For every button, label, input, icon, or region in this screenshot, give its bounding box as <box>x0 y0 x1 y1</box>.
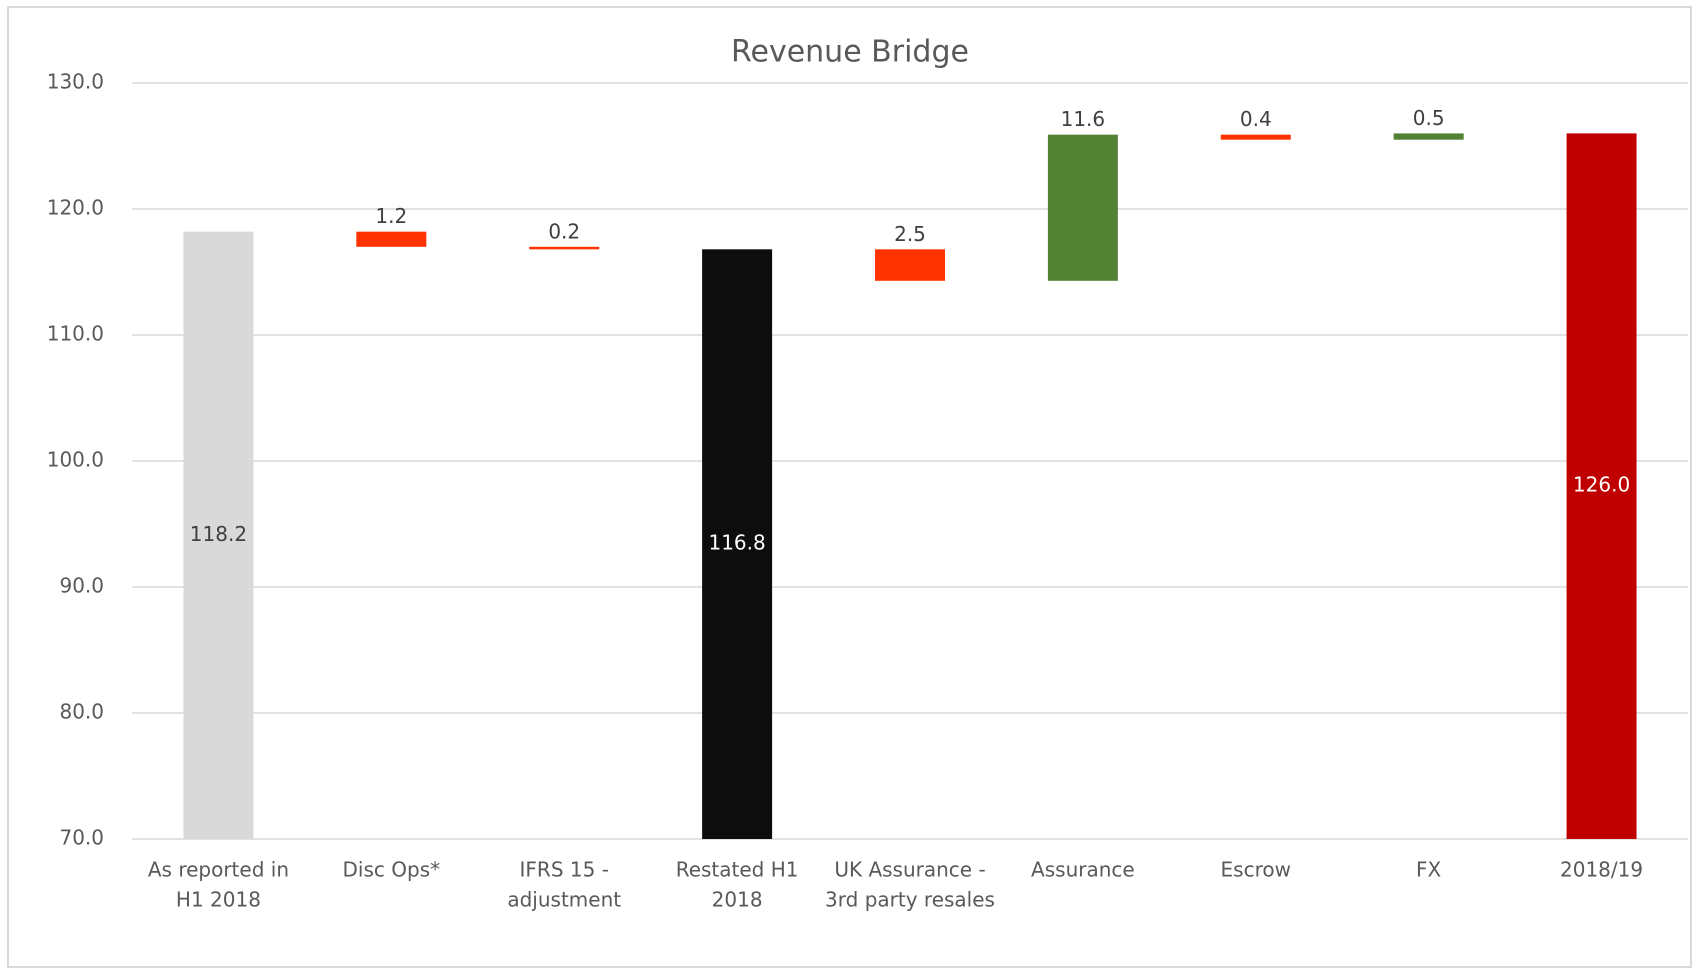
data-label: 126.0 <box>1573 473 1630 497</box>
bar <box>1393 133 1464 140</box>
x-tick-label: 2018 <box>712 888 763 912</box>
y-tick-label: 120.0 <box>47 196 104 220</box>
y-tick-label: 110.0 <box>47 322 104 346</box>
data-label: 2.5 <box>894 222 926 246</box>
y-tick-label: 100.0 <box>47 448 104 472</box>
chart-title: Revenue Bridge <box>731 35 969 70</box>
x-tick-label: adjustment <box>507 888 621 912</box>
x-tick-label: Escrow <box>1221 858 1291 882</box>
chart-border <box>7 6 1692 968</box>
bar <box>183 231 254 839</box>
x-tick-label: FX <box>1416 858 1442 882</box>
bar <box>356 231 427 247</box>
x-tick-label: Assurance <box>1031 858 1135 882</box>
x-tick-label: 3rd party resales <box>825 888 995 912</box>
x-tick-label: Disc Ops* <box>343 858 441 882</box>
bar <box>1220 134 1291 140</box>
x-tick-label: Restated H1 <box>676 858 799 882</box>
data-label: 11.6 <box>1061 107 1106 131</box>
y-tick-label: 70.0 <box>59 826 104 850</box>
bar <box>529 246 600 250</box>
data-label: 118.2 <box>190 522 247 546</box>
data-label: 0.5 <box>1413 106 1445 130</box>
data-label: 1.2 <box>375 204 407 228</box>
x-tick-label: UK Assurance - <box>834 858 985 882</box>
bar <box>1047 134 1118 281</box>
x-tick-label: IFRS 15 - <box>520 858 609 882</box>
bar <box>1566 133 1637 839</box>
y-tick-label: 130.0 <box>47 70 104 94</box>
y-tick-label: 80.0 <box>59 700 104 724</box>
y-tick-label: 90.0 <box>59 574 104 598</box>
bar <box>875 249 945 281</box>
x-tick-label: As reported in <box>148 858 289 882</box>
x-tick-label: H1 2018 <box>176 888 261 912</box>
data-label: 0.2 <box>548 219 580 243</box>
data-label: 116.8 <box>708 531 765 555</box>
data-label: 0.4 <box>1240 107 1272 131</box>
bar <box>702 249 773 839</box>
x-tick-label: 2018/19 <box>1560 858 1643 882</box>
